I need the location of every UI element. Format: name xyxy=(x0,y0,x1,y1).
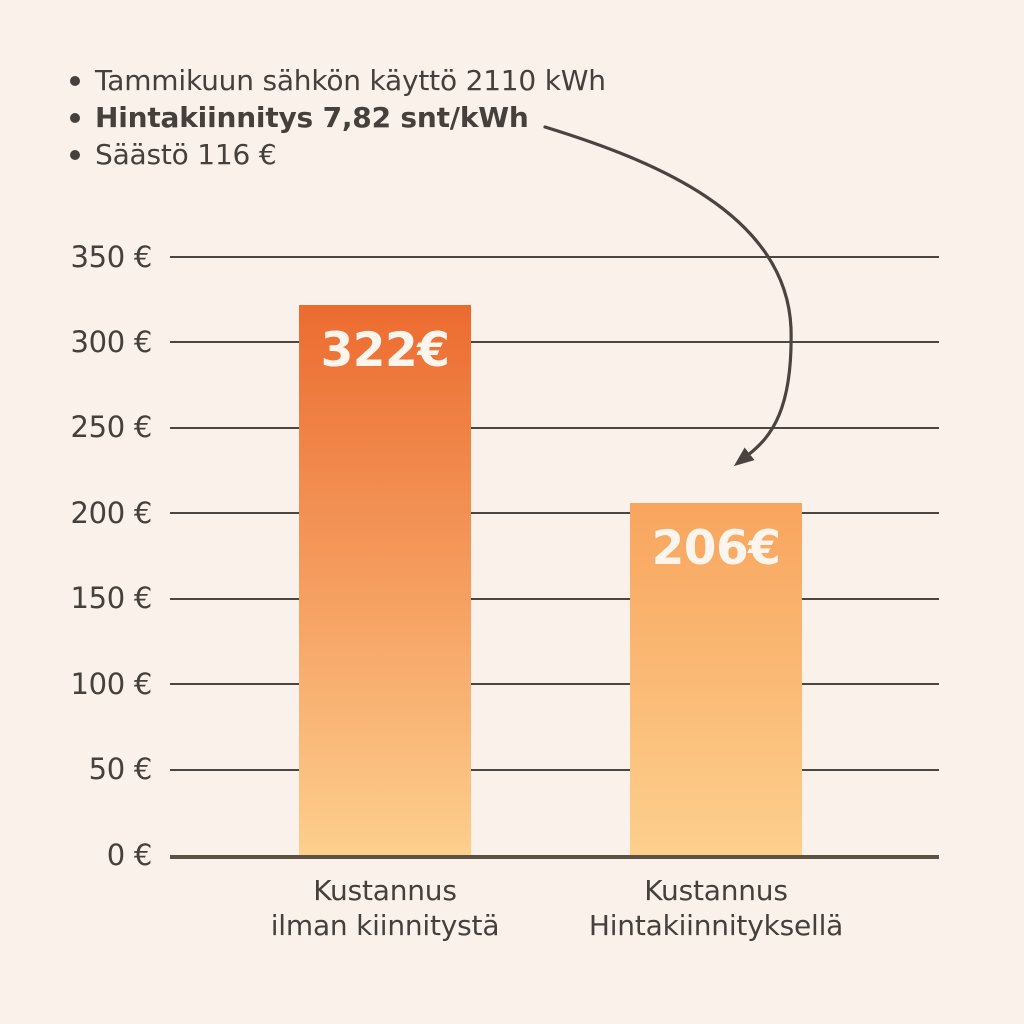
bullet-icon xyxy=(70,112,80,123)
x-category-label: Kustannus ilman kiinnitystä xyxy=(185,873,585,943)
y-tick-label: 350 € xyxy=(70,239,152,274)
gridline xyxy=(170,683,939,686)
y-tick-label: 150 € xyxy=(70,581,152,616)
gridline xyxy=(170,512,939,515)
info-item-usage: Tammikuun sähkön käyttö 2110 kWh xyxy=(70,62,606,99)
gridline xyxy=(170,597,939,600)
x-category-label-line: ilman kiinnitystä xyxy=(270,909,500,942)
y-tick-label: 0 € xyxy=(106,837,153,872)
bullet-icon xyxy=(70,149,80,160)
info-item-savings-text: Säästö 116 € xyxy=(95,138,277,171)
y-tick-label: 250 € xyxy=(70,410,152,445)
x-axis-baseline xyxy=(170,854,939,859)
gridline xyxy=(170,341,939,344)
bar: 206€ xyxy=(630,503,802,855)
gridline xyxy=(170,426,939,429)
info-list: Tammikuun sähkön käyttö 2110 kWh Hintaki… xyxy=(70,62,606,173)
bar-value-label: 322€ xyxy=(320,322,450,378)
y-tick-label: 200 € xyxy=(70,495,152,530)
y-tick-label: 300 € xyxy=(70,324,152,359)
bar-value-label: 206€ xyxy=(651,521,781,577)
y-tick-label: 100 € xyxy=(70,666,152,701)
x-category-label-line: Hintakiinnityksellä xyxy=(588,909,844,942)
info-item-price-fix: Hintakiinnitys 7,82 snt/kWh xyxy=(70,99,606,136)
info-item-price-fix-text: Hintakiinnitys 7,82 snt/kWh xyxy=(95,101,529,134)
bullet-icon xyxy=(70,75,80,86)
x-category-label-line: Kustannus xyxy=(313,874,457,907)
gridline xyxy=(170,768,939,771)
bar: 322€ xyxy=(299,304,471,855)
x-category-label: Kustannus Hintakiinnityksellä xyxy=(516,873,916,943)
y-tick-label: 50 € xyxy=(88,752,153,787)
info-item-usage-text: Tammikuun sähkön käyttö 2110 kWh xyxy=(95,64,606,97)
gridline xyxy=(170,256,939,258)
info-item-savings: Säästö 116 € xyxy=(70,136,606,173)
x-category-label-line: Kustannus xyxy=(644,874,788,907)
